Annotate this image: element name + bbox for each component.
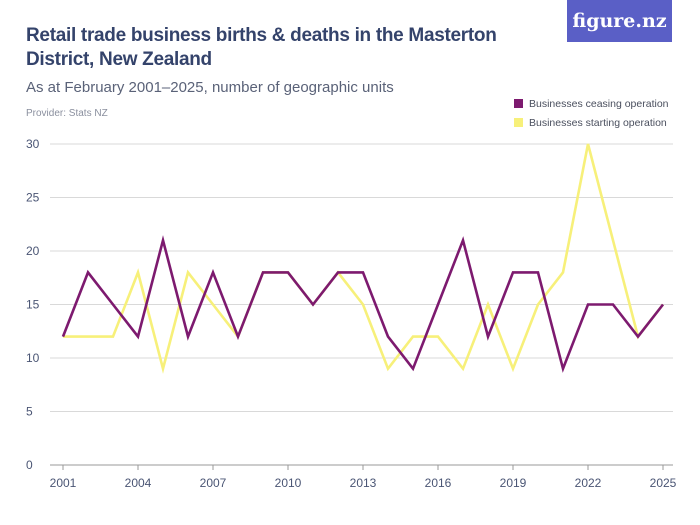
chart-subtitle: As at February 2001–2025, number of geog… (26, 79, 394, 96)
y-tick-label: 0 (26, 458, 33, 472)
legend-label: Businesses starting operation (529, 116, 667, 129)
x-tick-label: 2013 (350, 476, 377, 490)
series-line-ceasing (61, 235, 665, 373)
y-tick-label: 20 (26, 244, 40, 258)
x-tick-label: 2019 (500, 476, 527, 490)
x-tick-label: 2016 (425, 476, 452, 490)
y-tick-label: 15 (26, 298, 40, 312)
legend-item-starting: Businesses starting operation (514, 113, 669, 132)
legend-swatch (514, 99, 523, 108)
legend: Businesses ceasing operation Businesses … (514, 94, 669, 132)
y-tick-label: 25 (26, 191, 40, 205)
x-tick-label: 2022 (575, 476, 602, 490)
figure-nz-logo[interactable]: figure.nz (567, 0, 672, 42)
provider-label: Provider: Stats NZ (26, 108, 108, 119)
legend-item-ceasing: Businesses ceasing operation (514, 94, 669, 113)
chart-title: Retail trade business births & deaths in… (26, 25, 497, 70)
legend-swatch (514, 118, 523, 127)
legend-label: Businesses ceasing operation (529, 97, 669, 110)
x-tick-label: 2001 (50, 476, 77, 490)
x-tick-label: 2010 (275, 476, 302, 490)
x-tick-label: 2004 (125, 476, 152, 490)
y-tick-label: 5 (26, 405, 33, 419)
x-tick-label: 2007 (200, 476, 227, 490)
series-line-starting (63, 143, 665, 374)
y-tick-label: 10 (26, 351, 40, 365)
logo-text: figure.nz (572, 10, 667, 32)
y-tick-label: 30 (26, 137, 40, 151)
x-tick-label: 2025 (650, 476, 677, 490)
